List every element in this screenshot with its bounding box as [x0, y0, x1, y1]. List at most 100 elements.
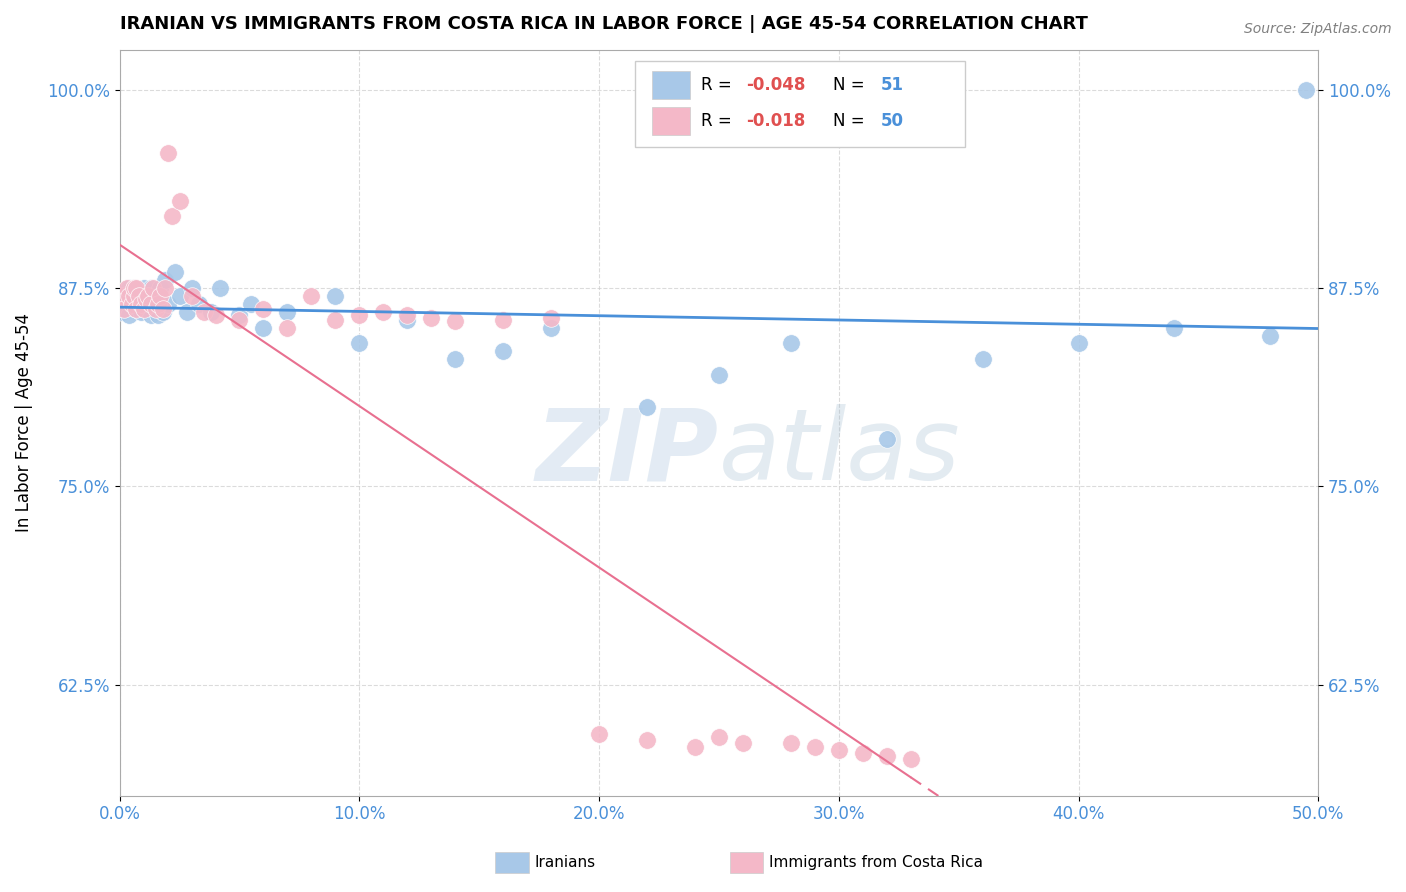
- Point: [128, 297, 150, 311]
- Point: [122, 297, 145, 311]
- Point: [152, 304, 174, 318]
- FancyBboxPatch shape: [636, 61, 965, 147]
- Point: [828, 743, 851, 757]
- Point: [129, 304, 152, 318]
- Point: [138, 289, 160, 303]
- Point: [139, 308, 162, 322]
- Text: Iranians: Iranians: [534, 855, 595, 870]
- Point: [396, 312, 419, 326]
- Point: [122, 281, 145, 295]
- Point: [299, 289, 322, 303]
- Point: [169, 194, 191, 208]
- Point: [228, 308, 250, 322]
- Point: [200, 304, 222, 318]
- Point: [138, 289, 160, 303]
- Point: [149, 289, 172, 303]
- Point: [118, 308, 141, 322]
- Point: [118, 289, 141, 303]
- Point: [852, 746, 875, 760]
- Point: [121, 289, 143, 303]
- Point: [588, 727, 610, 741]
- Point: [156, 297, 179, 311]
- Point: [125, 281, 148, 295]
- Text: IRANIAN VS IMMIGRANTS FROM COSTA RICA IN LABOR FORCE | AGE 45-54 CORRELATION CHA: IRANIAN VS IMMIGRANTS FROM COSTA RICA IN…: [120, 15, 1087, 33]
- Point: [122, 281, 145, 295]
- Point: [115, 292, 138, 306]
- Point: [204, 308, 226, 322]
- Point: [118, 281, 141, 295]
- Text: R =: R =: [702, 76, 737, 94]
- Point: [145, 301, 167, 316]
- Point: [176, 304, 198, 318]
- Point: [149, 281, 172, 295]
- Text: Source: ZipAtlas.com: Source: ZipAtlas.com: [1244, 22, 1392, 37]
- Point: [276, 304, 298, 318]
- Point: [252, 301, 274, 316]
- Point: [804, 739, 827, 754]
- Point: [135, 292, 157, 306]
- Point: [153, 281, 176, 295]
- FancyBboxPatch shape: [652, 107, 690, 135]
- Point: [636, 733, 658, 747]
- Point: [876, 749, 898, 764]
- Point: [636, 400, 658, 414]
- Text: Immigrants from Costa Rica: Immigrants from Costa Rica: [769, 855, 983, 870]
- Point: [276, 320, 298, 334]
- Point: [492, 344, 515, 359]
- Point: [240, 297, 263, 311]
- Point: [779, 736, 801, 750]
- Point: [162, 210, 184, 224]
- Point: [972, 352, 994, 367]
- Point: [683, 739, 706, 754]
- Point: [180, 281, 202, 295]
- Point: [492, 312, 515, 326]
- Point: [1163, 320, 1185, 334]
- Point: [128, 289, 150, 303]
- Point: [139, 281, 162, 295]
- Point: [142, 289, 165, 303]
- Point: [876, 432, 898, 446]
- Point: [132, 301, 155, 316]
- Point: [420, 311, 443, 326]
- Point: [325, 289, 347, 303]
- Point: [145, 301, 167, 316]
- Point: [152, 301, 174, 316]
- Point: [1067, 336, 1090, 351]
- Text: 51: 51: [880, 76, 904, 94]
- Point: [156, 146, 179, 161]
- Point: [163, 265, 186, 279]
- Point: [731, 736, 754, 750]
- Text: 50: 50: [880, 112, 904, 129]
- Point: [228, 312, 250, 326]
- Point: [125, 301, 148, 316]
- Point: [209, 281, 232, 295]
- Point: [169, 289, 191, 303]
- Point: [121, 297, 143, 311]
- Point: [187, 297, 209, 311]
- FancyBboxPatch shape: [652, 71, 690, 99]
- Point: [396, 308, 419, 322]
- Text: ZIP: ZIP: [536, 404, 718, 501]
- Point: [132, 281, 155, 295]
- Point: [125, 289, 148, 303]
- Point: [540, 320, 562, 334]
- Point: [540, 311, 562, 326]
- Point: [1295, 82, 1317, 96]
- Point: [139, 297, 162, 311]
- Text: N =: N =: [832, 112, 870, 129]
- Point: [115, 281, 138, 295]
- Point: [707, 368, 730, 383]
- Point: [146, 308, 169, 322]
- Point: [373, 304, 395, 318]
- Point: [325, 312, 347, 326]
- Text: -0.048: -0.048: [747, 76, 806, 94]
- Point: [180, 289, 202, 303]
- Point: [129, 297, 152, 311]
- Point: [153, 273, 176, 287]
- Point: [111, 304, 134, 318]
- Point: [112, 301, 135, 316]
- Text: N =: N =: [832, 76, 870, 94]
- Point: [444, 314, 467, 328]
- Y-axis label: In Labor Force | Age 45-54: In Labor Force | Age 45-54: [15, 313, 32, 533]
- Point: [900, 752, 922, 766]
